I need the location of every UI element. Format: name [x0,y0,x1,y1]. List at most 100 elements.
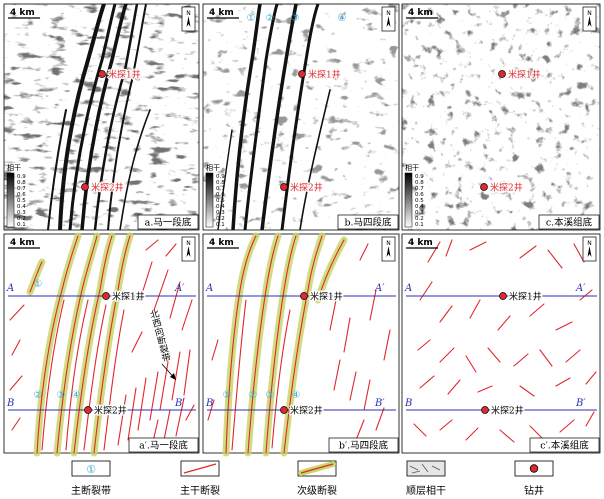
north-label: N [587,240,592,247]
colorbar-tick: 0.6 [17,192,26,198]
colorbar-tick: 0.9 [216,174,225,180]
well-2: 米探2井 [280,180,324,195]
legend-label: 主断裂带 [71,484,111,497]
colorbar: 相干 0.90.80.70.60.50.40.30.20.1 [6,163,26,228]
scale-bar-label: 4 km [408,8,433,18]
colorbar-tick: 0.3 [216,210,225,216]
legend-item-coherence: 顺层相干 [406,460,446,497]
caption-text: b′.马四段底 [339,440,389,452]
section-line-label: B [6,398,14,409]
well-label: 米探2井 [490,182,523,194]
colorbar-tick: 0.4 [415,204,424,210]
legend-label: 顺层相干 [406,484,446,497]
legend-item-main-fault: 主干断裂 [180,460,220,497]
panel-caption: a′.马一段底 [128,437,199,453]
colorbar-tick: 0.9 [17,174,26,180]
north-arrow-icon: N [381,236,396,262]
colorbar-tick: 0.1 [216,222,225,228]
colorbar-tick: 0.3 [415,210,424,216]
colorbar-tick: 0.9 [415,174,424,180]
panel-c-coherence [401,3,601,231]
legend-label: 主干断裂 [180,484,220,497]
panel-caption: c′.本溪组底 [529,437,600,453]
well-2: 米探2井 [81,180,125,195]
section-line-label: A [404,283,412,294]
well-marker [300,292,308,300]
section-line-label: B′ [575,398,586,409]
colorbar-title: 相干 [206,163,220,172]
colorbar-tick: 0.1 [415,222,424,228]
well-marker [498,70,506,78]
fault-zone-id: ① [34,279,43,290]
panel-caption: b.马四段底 [337,214,399,230]
section-line-label: A′ [374,283,385,294]
colorbar-tick: 0.2 [415,216,424,222]
legend-item-secondary-fault: 次级断裂 [297,460,337,497]
scale-bar: 4 km [207,238,239,249]
north-label: N [386,240,391,247]
scale-bar: 4 km [8,238,40,249]
well-label: 米探2井 [290,405,323,417]
colorbar-tick: 0.7 [415,186,424,192]
section-line-label: A′ [575,283,586,294]
panel-a-coherence [3,3,200,231]
well-label: 米探1井 [108,69,141,81]
fault-zone-id: ③ [266,390,275,401]
well-marker [280,406,288,414]
well-marker [81,183,89,191]
panel-a-prime-faults [3,232,200,457]
colorbar-tick: 0.2 [216,216,225,222]
well-label: 米探1井 [310,291,343,303]
scale-bar-label: 4 km [209,238,234,248]
colorbar: 相干 0.90.80.70.60.50.40.30.20.1 [205,163,225,228]
fault-zone-id: ④ [338,13,347,24]
fault-zone-id: ④ [292,390,301,401]
colorbar-tick: 0.7 [17,186,26,192]
well-1: 米探1井 [498,67,542,82]
legend-zone-symbol: ① [86,463,96,476]
colorbar-tick: 0.4 [17,204,26,210]
colorbar-tick: 0.5 [216,198,225,204]
well-1: 米探1井 [499,289,543,304]
north-label: N [587,10,592,17]
scale-bar: 4 km [406,238,438,249]
legend-item-well: 钻井 [514,460,554,497]
fault-zone-id: ② [249,390,258,401]
colorbar: 相干 0.90.80.70.60.50.40.30.20.1 [404,163,424,228]
well-marker [499,292,507,300]
colorbar-tick: 0.4 [216,204,225,210]
well-marker [102,292,110,300]
legend-item-main-fault-zone: ① 主断裂带 [71,460,111,497]
well-marker [481,406,489,414]
main-fault-symbol [183,463,217,474]
fault-zone-id: ① [223,390,232,401]
well-marker [84,406,92,414]
north-arrow-icon: N [582,6,597,32]
colorbar-tick: 0.3 [17,210,26,216]
fault-zone-id: ② [34,390,43,401]
north-label: N [186,10,191,17]
scale-bar: 4 km [406,8,438,19]
colorbar-tick: 0.6 [415,192,424,198]
colorbar-tick: 0.2 [17,216,26,222]
well-2: 米探2井 [280,403,324,418]
section-line-label: B′ [374,398,385,409]
scale-bar-label: 4 km [10,238,35,248]
panel-c-prime-faults [401,233,601,454]
well-2: 米探2井 [84,403,128,418]
caption-text: a′.马一段底 [139,440,188,452]
colorbar-title: 相干 [405,163,419,172]
scale-bar-label: 4 km [209,8,234,18]
section-line-label: A [205,283,213,294]
secondary-fault-symbol [300,463,334,474]
colorbar-tick: 0.8 [216,180,225,186]
colorbar-title: 相干 [7,163,21,172]
well-marker [480,183,488,191]
legend: ① 主断裂带 主干断裂 次级断裂 顺层相干 钻井 [71,460,554,497]
caption-text: b.马四段底 [344,217,392,229]
fault-zone-id: ③ [57,390,66,401]
scale-bar: 4 km [207,8,239,19]
caption-text: a.马一段底 [145,217,192,229]
north-arrow-icon: N [181,236,196,262]
